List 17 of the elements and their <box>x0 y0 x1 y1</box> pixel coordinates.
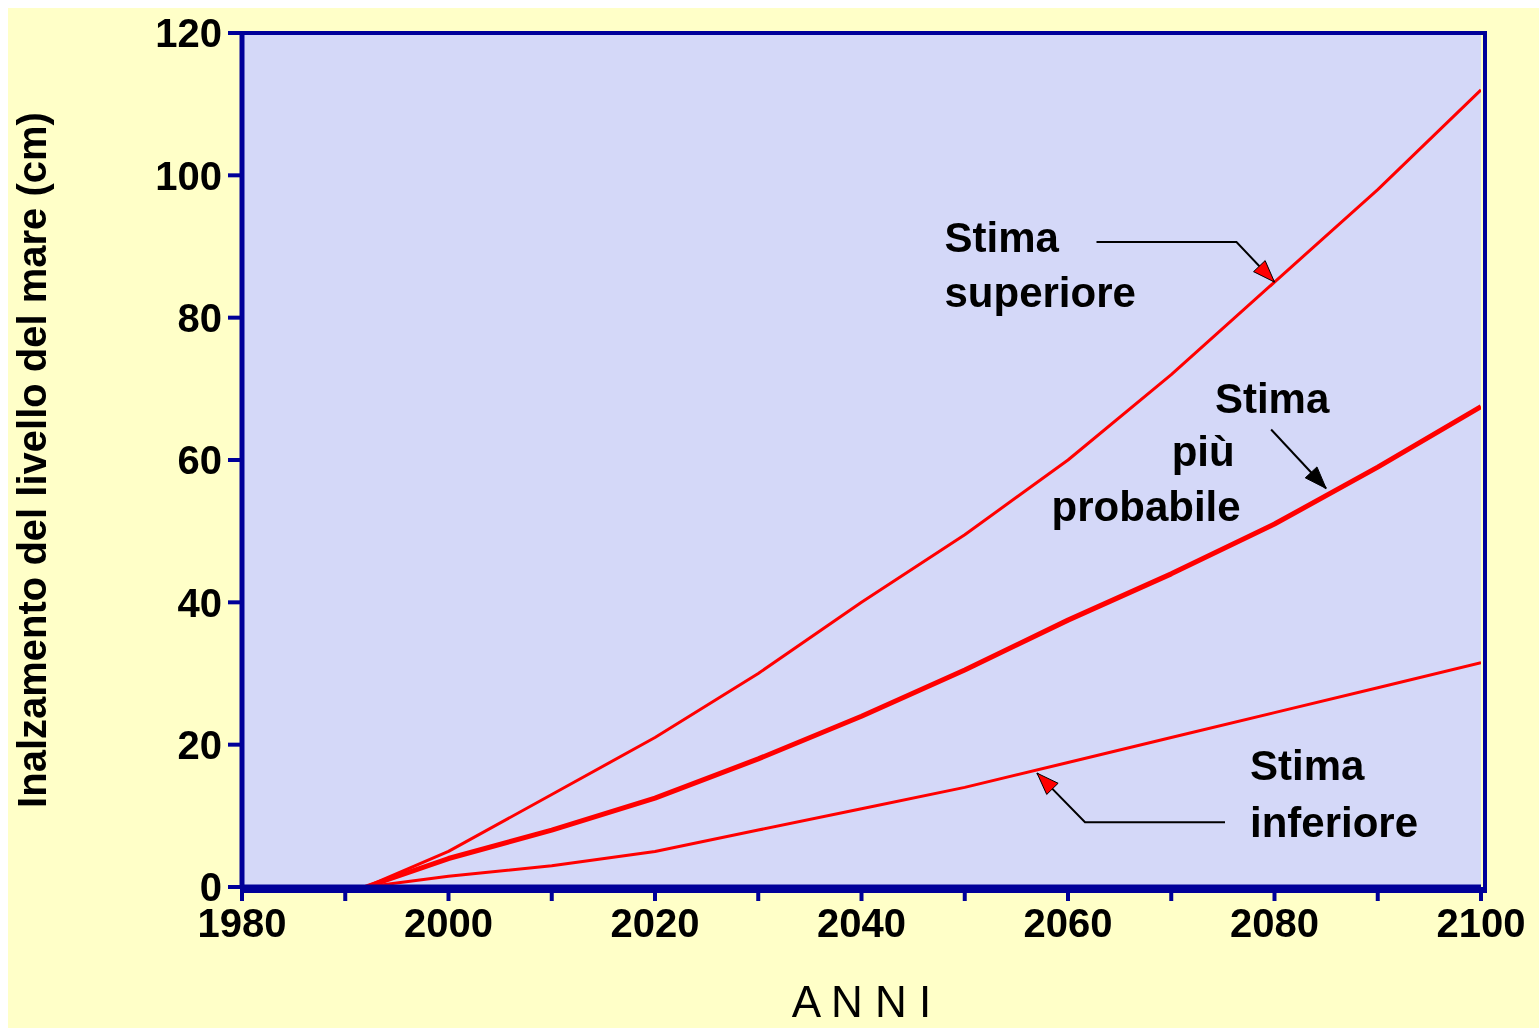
y-tick-label: 80 <box>177 295 222 340</box>
y-tick-label: 100 <box>155 153 222 198</box>
x-tick-label: 2020 <box>610 901 700 946</box>
y-tick-label: 20 <box>177 722 222 767</box>
x-axis-title: A N N I <box>791 977 932 1026</box>
x-tick-label: 2100 <box>1436 901 1526 946</box>
x-tick-label: 2040 <box>817 901 906 946</box>
annotation: Stima inferiore <box>1250 742 1419 847</box>
annotation: Stima superiore <box>944 214 1136 317</box>
y-tick-label: 40 <box>177 580 222 625</box>
x-tick-label: 2000 <box>404 901 493 946</box>
x-tick-label: 2060 <box>1023 901 1113 946</box>
x-tick-label: 2080 <box>1230 901 1319 946</box>
y-tick-label: 60 <box>177 438 222 483</box>
annotation: Stima più probabile <box>1051 375 1330 531</box>
y-axis-title: Inalzamento del livello del mare (cm) <box>10 112 55 808</box>
y-tick-label: 120 <box>155 11 222 56</box>
